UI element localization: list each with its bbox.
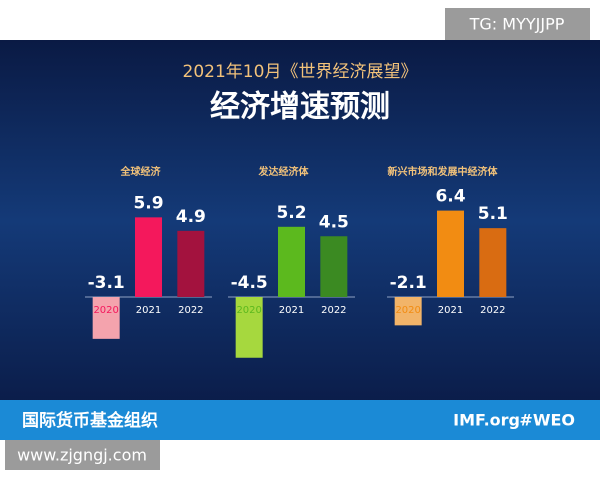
x-tick-label: 2022: [480, 305, 505, 316]
value-label: -4.5: [231, 273, 268, 293]
x-tick-label: 2021: [438, 305, 463, 316]
bar: [437, 210, 464, 297]
x-tick-label: 2022: [178, 305, 203, 316]
bar: [177, 230, 205, 297]
bar: [479, 228, 507, 297]
chart-title: 全球经济: [120, 165, 162, 178]
bar: [278, 226, 305, 297]
bar: [394, 297, 422, 326]
x-tick-label: 2020: [395, 305, 420, 316]
value-label: -3.1: [88, 273, 125, 293]
footer-bar: [0, 400, 600, 440]
chart-title: 新兴市场和发展中经济体: [388, 165, 499, 178]
watermark-box: [5, 440, 160, 470]
x-tick-label: 2020: [93, 305, 118, 316]
x-tick-label: 2021: [136, 305, 161, 316]
hashtag: #WEO: [519, 411, 575, 430]
title: 经济增速预测: [210, 90, 390, 125]
org-name: 国际货币基金组织: [22, 410, 158, 431]
x-tick-label: 2022: [321, 305, 346, 316]
watermark-box: [445, 8, 590, 40]
value-label: 5.9: [133, 193, 163, 213]
watermark: www.zjgngj.com: [17, 446, 147, 465]
bar: [135, 217, 162, 297]
value-label: 4.9: [176, 207, 206, 227]
value-label: 6.4: [435, 187, 465, 207]
value-label: 5.2: [276, 203, 306, 223]
value-label: 5.1: [478, 204, 508, 224]
bar: [235, 297, 263, 358]
chart-title: 发达经济体: [258, 165, 310, 178]
value-label: -2.1: [390, 273, 427, 293]
value-label: 4.5: [319, 212, 349, 232]
bar: [92, 297, 120, 339]
watermark: TG: MYYJJPP: [469, 15, 565, 34]
site: IMF.org: [453, 411, 520, 430]
x-tick-label: 2020: [236, 305, 261, 316]
panel: [0, 40, 600, 402]
x-tick-label: 2021: [279, 305, 304, 316]
bar: [320, 236, 348, 297]
subtitle: 2021年10月《世界经济展望》: [183, 62, 418, 82]
